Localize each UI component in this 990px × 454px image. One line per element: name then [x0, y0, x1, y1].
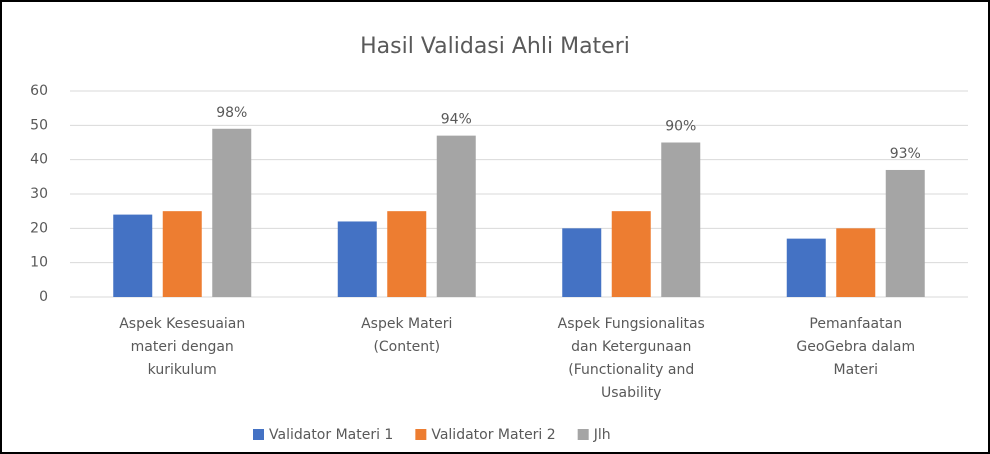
- bar: [113, 214, 153, 297]
- y-tick-label: 40: [30, 152, 48, 168]
- y-tick-label: 20: [30, 220, 48, 236]
- legend-label: Validator Materi 2: [431, 427, 555, 443]
- bar: [885, 169, 925, 297]
- y-tick-label: 30: [30, 186, 48, 202]
- x-tick-label: Usability: [601, 385, 661, 401]
- x-tick-label: dan Ketergunaan: [571, 339, 691, 355]
- x-tick-label: (Content): [373, 339, 440, 355]
- bar: [562, 228, 602, 297]
- y-tick-label: 50: [30, 117, 48, 133]
- chart-title: Hasil Validasi Ahli Materi: [360, 34, 630, 59]
- bar: [611, 211, 651, 297]
- data-label: 90%: [665, 119, 696, 135]
- data-label: 98%: [216, 105, 247, 121]
- y-tick-label: 10: [30, 255, 48, 271]
- legend-swatch: [577, 429, 589, 440]
- bar: [786, 238, 826, 297]
- y-tick-label: 60: [30, 83, 48, 99]
- legend-swatch: [253, 429, 264, 440]
- x-tick-label: Aspek Materi: [361, 316, 452, 332]
- bar: [212, 128, 252, 297]
- x-tick-label: Aspek Kesesuaian: [119, 316, 245, 332]
- bar: [661, 142, 701, 297]
- bar: [436, 135, 476, 297]
- legend-label: Jlh: [593, 427, 611, 443]
- x-tick-label: Pemanfaatan: [809, 316, 902, 332]
- data-label: 93%: [890, 146, 921, 162]
- bar: [836, 228, 876, 297]
- x-tick-label: materi dengan: [131, 339, 234, 355]
- legend-swatch: [415, 429, 427, 440]
- x-tick-label: GeoGebra dalam: [796, 339, 915, 355]
- x-tick-label: Materi: [834, 362, 878, 378]
- y-tick-label: 0: [39, 289, 48, 305]
- legend-label: Validator Materi 1: [269, 427, 393, 443]
- bar: [162, 211, 202, 297]
- data-label: 94%: [441, 112, 472, 128]
- bar: [337, 221, 377, 297]
- x-tick-label: kurikulum: [148, 362, 217, 378]
- x-tick-label: (Functionality and: [568, 362, 694, 378]
- bar: [387, 211, 427, 297]
- x-tick-label: Aspek Fungsionalitas: [558, 316, 705, 332]
